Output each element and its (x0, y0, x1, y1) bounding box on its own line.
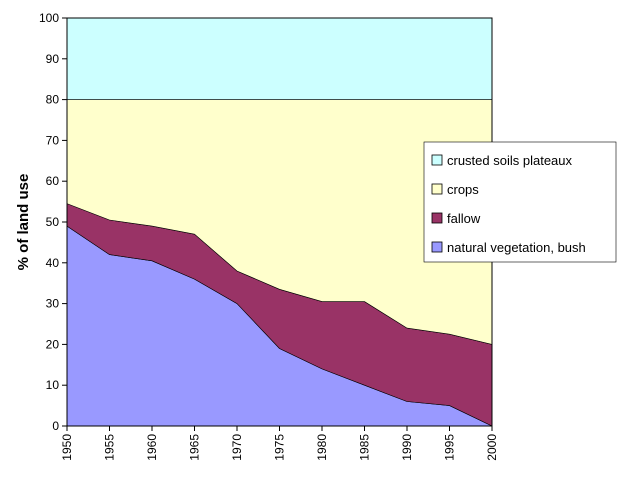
legend-swatch-natural-vegetation-bush (431, 241, 443, 253)
y-tick-label: 20 (46, 337, 60, 351)
areas-layer (66, 17, 493, 427)
legend-swatch-crops (431, 183, 443, 195)
area-crusted-soils-plateaux (66, 17, 493, 100)
legend-label-fallow: fallow (447, 211, 481, 226)
x-tick-label: 1995 (443, 434, 457, 461)
y-tick-label: 30 (46, 297, 60, 311)
legend: crusted soils plateaux crops fallow natural… (423, 141, 617, 263)
x-tick-label: 1950 (60, 434, 74, 461)
x-tick-label: 1970 (230, 434, 244, 461)
x-tick-label: 1965 (188, 434, 202, 461)
x-tick-label: 1985 (358, 434, 372, 461)
x-tick-label: 1980 (315, 434, 329, 461)
x-tick-label: 2000 (485, 434, 499, 461)
y-tick-label: 100 (39, 11, 59, 25)
x-tick-label: 1975 (273, 434, 287, 461)
y-tick-label: 60 (46, 174, 60, 188)
y-tick-label: 90 (46, 52, 60, 66)
legend-label-crops: crops (447, 182, 479, 197)
x-tick-label: 1960 (145, 434, 159, 461)
legend-swatch-fallow (431, 212, 443, 224)
y-axis-label: % of land use (15, 174, 32, 271)
y-tick-label: 0 (52, 419, 59, 433)
y-tick-label: 70 (46, 133, 60, 147)
y-tick-label: 40 (46, 256, 60, 270)
legend-box (423, 141, 617, 263)
x-tick-label: 1990 (400, 434, 414, 461)
legend-label-natural-vegetation-bush: natural vegetation, bush (447, 240, 586, 255)
y-tick-label: 10 (46, 378, 60, 392)
x-tick-label: 1955 (103, 434, 117, 461)
y-tick-label: 50 (46, 215, 60, 229)
legend-swatch-crusted-soils-plateaux (431, 154, 443, 166)
y-tick-label: 80 (46, 93, 60, 107)
legend-label-crusted-soils-plateaux: crusted soils plateaux (447, 153, 573, 168)
axes-layer: 0 10 20 30 40 50 60 70 80 90 100 1950 1955 1960 1965 19… (39, 11, 499, 461)
